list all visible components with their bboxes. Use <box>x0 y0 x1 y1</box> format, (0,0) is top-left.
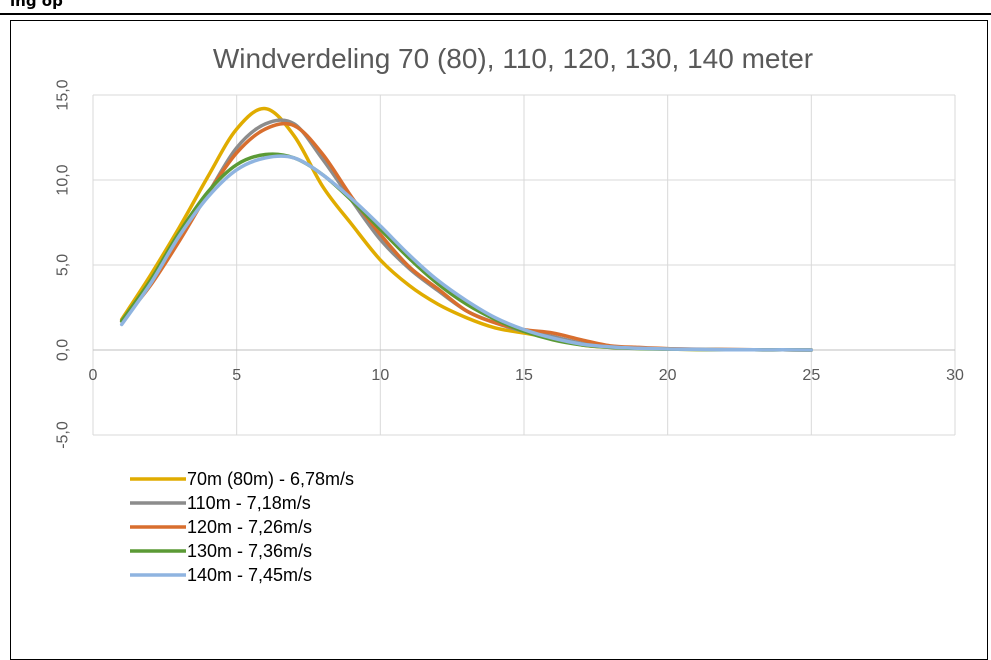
series-line-3 <box>119 152 814 352</box>
legend-label-4: 140m - 7,45m/s <box>187 565 312 585</box>
y-tick-label-2: 5,0 <box>55 254 72 276</box>
x-tick-label-6: 30 <box>946 367 964 384</box>
legend-label-2: 120m - 7,26m/s <box>187 517 312 537</box>
legend-label-1: 110m - 7,18m/s <box>187 493 311 513</box>
grid <box>92 94 956 436</box>
legend: 70m (80m) - 6,78m/s 110m - 7,18m/s 120m - … <box>130 469 354 585</box>
tick-labels: 0 5 10 15 20 25 30 -5,0 0,0 5,0 10,0 15,0 <box>55 79 965 448</box>
x-tick-label-0: 0 <box>89 367 98 384</box>
header-rule <box>0 13 991 15</box>
y-tick-label-4: 15,0 <box>55 79 72 110</box>
x-tick-label-5: 25 <box>802 367 820 384</box>
series-line-0 <box>119 106 814 352</box>
x-tick-label-3: 15 <box>515 367 533 384</box>
x-tick-label-2: 10 <box>371 367 389 384</box>
y-tick-label-0: -5,0 <box>55 421 72 449</box>
header-strip: ing op <box>0 0 991 14</box>
chart-title: Windverdeling 70 (80), 110, 120, 130, 14… <box>213 43 813 74</box>
chart-frame: Windverdeling 70 (80), 110, 120, 130, 14… <box>10 20 988 660</box>
x-tick-label-1: 5 <box>232 367 241 384</box>
header-fragment: ing op <box>10 0 63 10</box>
series-lines <box>119 106 814 352</box>
series-line-1 <box>119 118 814 352</box>
y-tick-label-3: 10,0 <box>55 164 72 195</box>
chart: Windverdeling 70 (80), 110, 120, 130, 14… <box>55 43 965 585</box>
legend-label-0: 70m (80m) - 6,78m/s <box>187 469 354 489</box>
x-tick-label-4: 20 <box>659 367 677 384</box>
legend-label-3: 130m - 7,36m/s <box>187 541 312 561</box>
y-tick-label-1: 0,0 <box>55 339 72 361</box>
series-line-4 <box>119 154 814 352</box>
